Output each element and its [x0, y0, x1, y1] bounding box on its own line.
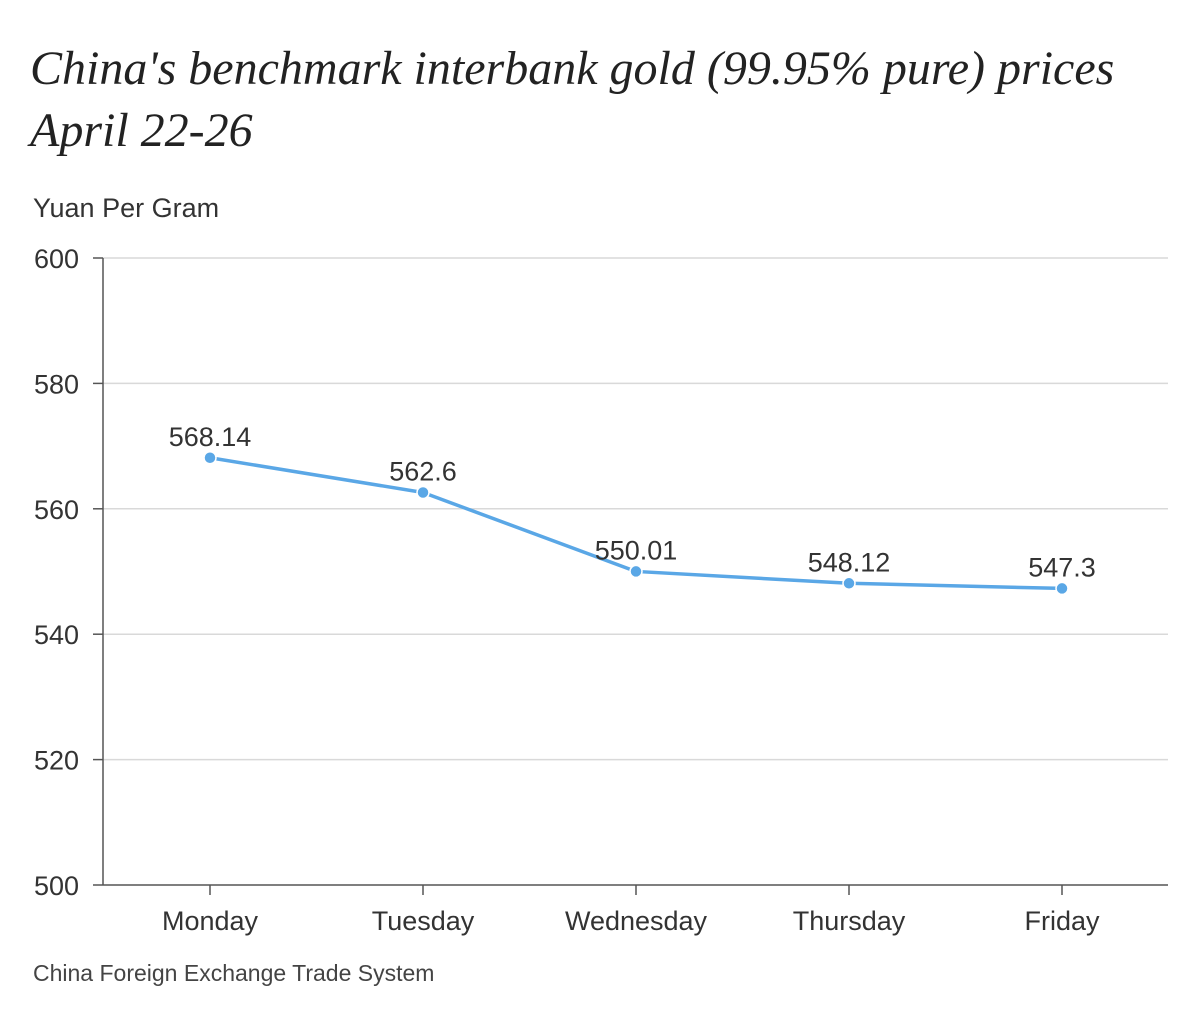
chart-title: China's benchmark interbank gold (99.95%…: [30, 42, 1115, 157]
data-label-wednesday: 550.01: [595, 535, 678, 565]
y-axis-title: Yuan Per Gram: [33, 193, 220, 223]
data-point-wednesday: [629, 564, 643, 579]
axes: 500 520 540 560 580 600 Monday Tuesday Wednesday…: [34, 244, 1168, 936]
x-tick-label-wednesday: Wednesday: [565, 906, 708, 936]
data-point-thursday: [842, 576, 856, 591]
gridlines: [103, 257, 1168, 761]
data-label-thursday: 548.12: [808, 547, 891, 577]
data-point-friday: [1055, 581, 1069, 596]
data-point-monday: [203, 451, 217, 465]
y-tick-label-600: 600: [34, 244, 79, 274]
x-tick-label-monday: Monday: [162, 906, 259, 936]
data-label-monday: 568.14: [169, 422, 252, 452]
data-label-friday: 547.3: [1028, 552, 1096, 582]
data-label-tuesday: 562.6: [389, 456, 457, 486]
data-point-tuesday: [416, 485, 430, 500]
x-tick-label-friday: Friday: [1024, 906, 1100, 936]
y-tick-label-540: 540: [34, 620, 79, 650]
y-tick-label-580: 580: [34, 369, 79, 399]
y-tick-label-520: 520: [34, 746, 79, 776]
source-note: China Foreign Exchange Trade System: [33, 960, 435, 986]
labels: 568.14 562.6 550.01 548.12 547.3: [169, 422, 1096, 583]
y-tick-label-500: 500: [34, 871, 79, 901]
x-tick-label-tuesday: Tuesday: [372, 906, 475, 936]
series: [203, 451, 1069, 596]
x-tick-label-thursday: Thursday: [793, 906, 906, 936]
y-tick-label-560: 560: [34, 495, 79, 525]
